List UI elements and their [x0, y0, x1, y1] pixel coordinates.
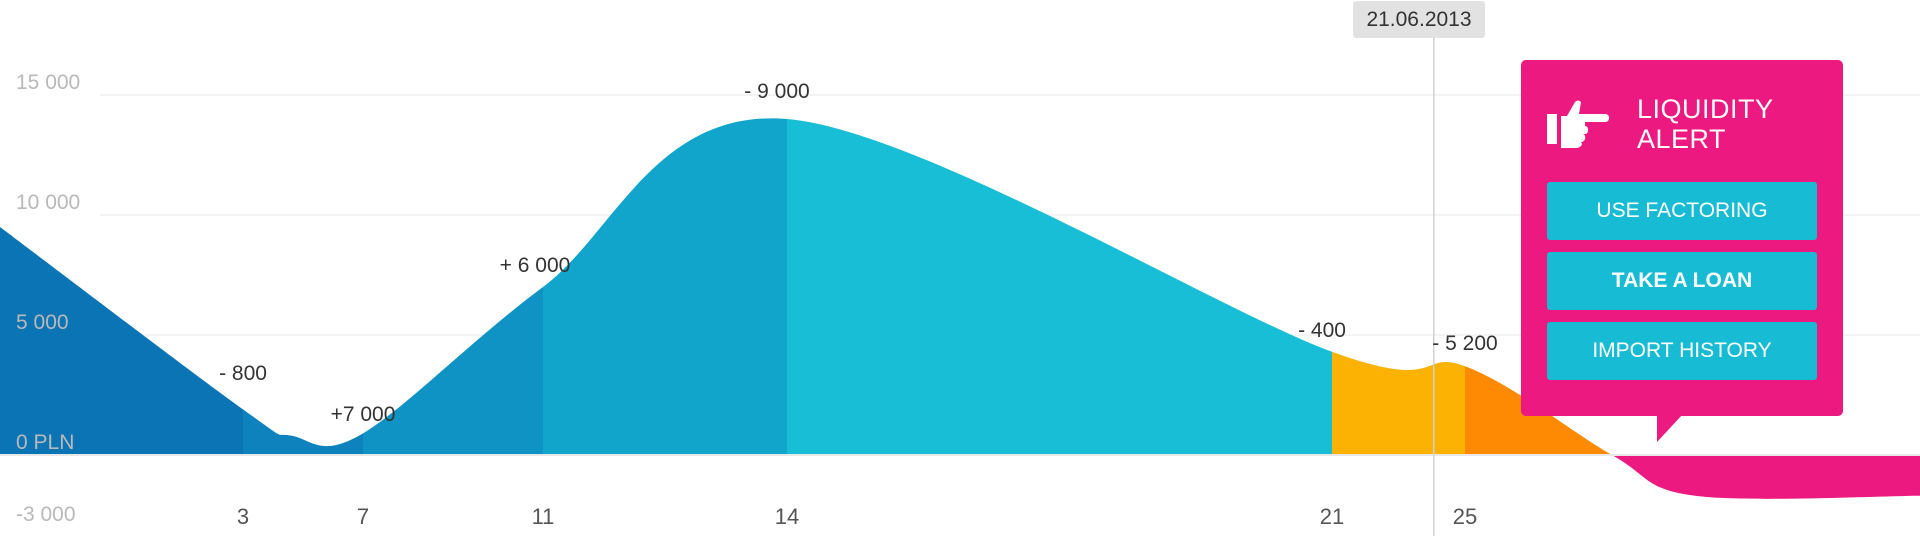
- x-tick-label: 25: [1453, 504, 1477, 529]
- import-history-button[interactable]: IMPORT HISTORY: [1547, 322, 1817, 380]
- data-annotation: - 800: [219, 362, 267, 385]
- pointing-hand-icon: [1547, 100, 1609, 148]
- data-annotation: - 400: [1298, 319, 1346, 342]
- data-annotation: +7 000: [331, 403, 396, 426]
- data-annotations: - 800 +7 000 + 6 000 - 9 000 - 400 - 5 200: [219, 80, 1498, 426]
- area-segment: [543, 118, 787, 455]
- data-annotation: + 6 000: [500, 254, 571, 277]
- data-annotation: - 5 200: [1432, 332, 1497, 355]
- axes: 15 000 10 000 5 000 0 PLN -3 000 3 7 11 14 21 25: [16, 38, 1477, 536]
- y-tick-label: 15 000: [16, 71, 80, 94]
- y-tick-label: 0 PLN: [16, 431, 74, 454]
- area-segment: [787, 119, 1332, 455]
- x-tick-label: 7: [357, 504, 369, 529]
- x-tick-label: 14: [775, 504, 799, 529]
- take-a-loan-button[interactable]: TAKE A LOAN: [1547, 252, 1817, 310]
- x-tick-label: 3: [237, 504, 249, 529]
- use-factoring-button[interactable]: USE FACTORING: [1547, 182, 1817, 240]
- y-tick-label: -3 000: [16, 503, 76, 526]
- x-tick-label: 11: [532, 504, 555, 529]
- x-tick-label: 21: [1320, 504, 1344, 529]
- area-segment: [1612, 455, 1920, 499]
- alert-header: LIQUIDITY ALERT: [1545, 84, 1777, 164]
- area-segment: [1332, 351, 1465, 455]
- area-segment: [243, 409, 363, 455]
- balance-area: [0, 118, 1920, 499]
- liquidity-alert-panel: LIQUIDITY ALERT USE FACTORING TAKE A LOA…: [1521, 60, 1843, 442]
- alert-title: LIQUIDITY ALERT: [1637, 94, 1774, 154]
- alert-pointer: [1657, 414, 1683, 442]
- y-tick-label: 10 000: [16, 191, 80, 214]
- current-date-badge: 21.06.2013: [1353, 1, 1485, 38]
- y-tick-label: 5 000: [16, 311, 69, 334]
- data-annotation: - 9 000: [744, 80, 809, 103]
- area-segment: [363, 287, 543, 455]
- area-segment: [0, 227, 243, 455]
